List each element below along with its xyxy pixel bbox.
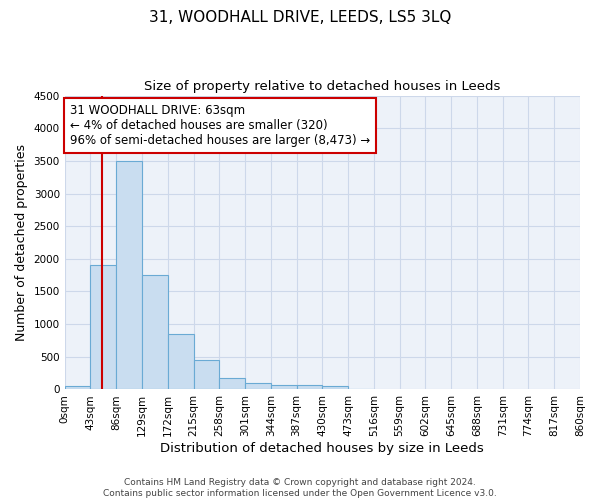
Bar <box>296 384 322 390</box>
Text: 31 WOODHALL DRIVE: 63sqm
← 4% of detached houses are smaller (320)
96% of semi-d: 31 WOODHALL DRIVE: 63sqm ← 4% of detache… <box>70 104 370 148</box>
Text: 31, WOODHALL DRIVE, LEEDS, LS5 3LQ: 31, WOODHALL DRIVE, LEEDS, LS5 3LQ <box>149 10 451 25</box>
X-axis label: Distribution of detached houses by size in Leeds: Distribution of detached houses by size … <box>160 442 484 455</box>
Bar <box>245 383 271 390</box>
Bar <box>168 334 193 390</box>
Bar <box>142 275 168 390</box>
Bar <box>91 266 116 390</box>
Bar <box>65 386 91 390</box>
Bar <box>348 389 374 390</box>
Y-axis label: Number of detached properties: Number of detached properties <box>15 144 28 341</box>
Text: Contains HM Land Registry data © Crown copyright and database right 2024.
Contai: Contains HM Land Registry data © Crown c… <box>103 478 497 498</box>
Title: Size of property relative to detached houses in Leeds: Size of property relative to detached ho… <box>144 80 500 93</box>
Bar <box>271 384 296 390</box>
Bar <box>219 378 245 390</box>
Bar <box>116 161 142 390</box>
Bar <box>322 386 348 390</box>
Bar <box>193 360 219 390</box>
